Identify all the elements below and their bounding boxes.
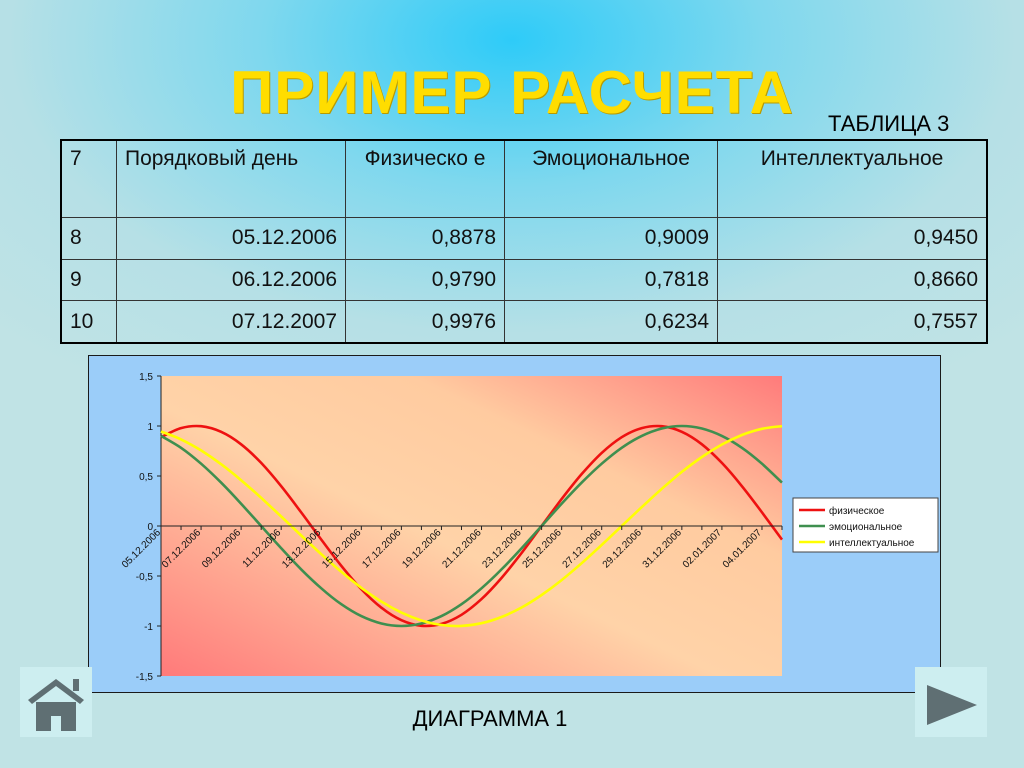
y-tick-label: 1 [147,422,153,433]
x-tick-label: 05.12.2006 [120,527,163,570]
diagram-caption: ДИАГРАММА 1 [412,706,568,731]
row-date: 05.12.2006 [116,217,346,260]
play-arrow-icon [927,685,977,725]
row-index: 9 [60,258,117,302]
table-row: 9 06.12.2006 0,9790 0,7818 0,8660 [60,258,988,302]
next-slide-button[interactable] [915,667,987,737]
header-cell-emotional: Эмоциональное [504,139,718,218]
table-header-row: 7 Порядковый день Физическо е Эмоциональ… [60,139,988,218]
row-physical: 0,8878 [345,217,505,260]
header-cell-day: Порядковый день [116,139,346,218]
y-tick-label: 0,5 [139,472,153,483]
slide-title: ПРИМЕР РАСЧЕТА [230,59,794,126]
header-cell-intellectual: Интеллектуальное [717,139,988,218]
y-tick-label: -0,5 [136,572,154,583]
row-intellectual: 0,8660 [717,258,988,302]
series-line-3 [160,424,783,628]
legend-label: физическое [829,505,885,517]
row-emotional: 0,9009 [504,217,718,260]
home-button[interactable] [20,667,92,737]
row-emotional: 0,6234 [504,300,718,344]
table-row: 8 05.12.2006 0,8878 0,9009 0,9450 [60,217,988,260]
row-date: 06.12.2006 [116,258,346,302]
y-tick-label: -1,5 [136,672,154,683]
header-cell-physical: Физическо е [345,139,505,218]
legend-label: интеллектуальное [829,538,915,549]
home-icon [28,679,84,731]
table-row: 10 07.12.2007 0,9976 0,6234 0,7557 [60,300,988,344]
series-line-1 [160,424,784,628]
biorhythm-chart: 1,510,50-0,5-1-1,5 05.12.200607.12.20060… [120,372,939,683]
row-date: 07.12.2007 [116,300,346,344]
row-index: 10 [60,300,117,344]
y-tick-label: -1 [144,622,153,633]
biorhythm-table: 7 Порядковый день Физическо е Эмоциональ… [60,139,988,344]
chart-frame: 1,5 1 0,5 0 -0,5 -1 -1,5 05.12.2006 07.12.2006 0… [88,355,941,693]
series-line-2 [160,424,783,628]
row-physical: 0,9790 [345,258,505,302]
row-emotional: 0,7818 [504,258,718,302]
row-index: 8 [60,217,117,260]
legend-label: эмоциональное [829,522,903,533]
header-cell-index: 7 [60,139,117,218]
row-intellectual: 0,9450 [717,217,988,260]
y-tick-label: 1,5 [139,372,153,383]
row-intellectual: 0,7557 [717,300,988,344]
table-caption: ТАБЛИЦА 3 [828,111,950,136]
row-physical: 0,9976 [345,300,505,344]
y-tick-label: 0 [147,522,153,533]
